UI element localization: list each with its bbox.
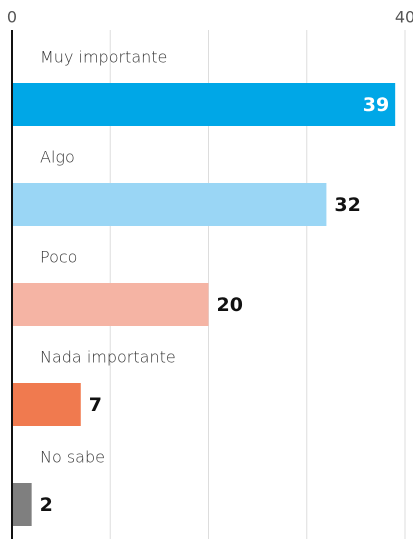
category-label: Nada importante xyxy=(40,348,176,367)
bar xyxy=(12,183,327,226)
value-label: 39 xyxy=(363,94,389,116)
value-label: 20 xyxy=(217,294,243,316)
bar xyxy=(12,483,32,526)
x-tick-label: 40 xyxy=(395,8,413,27)
value-label: 32 xyxy=(334,194,360,216)
bar xyxy=(12,283,209,326)
value-label: 7 xyxy=(89,394,102,416)
category-label: Algo xyxy=(40,148,75,167)
x-tick-label: 0 xyxy=(7,8,17,27)
category-label: Poco xyxy=(40,248,77,267)
bar xyxy=(12,383,81,426)
category-label: Muy importante xyxy=(40,48,167,67)
category-label: No sabe xyxy=(40,448,105,467)
bar xyxy=(12,83,396,126)
value-label: 2 xyxy=(40,494,53,516)
